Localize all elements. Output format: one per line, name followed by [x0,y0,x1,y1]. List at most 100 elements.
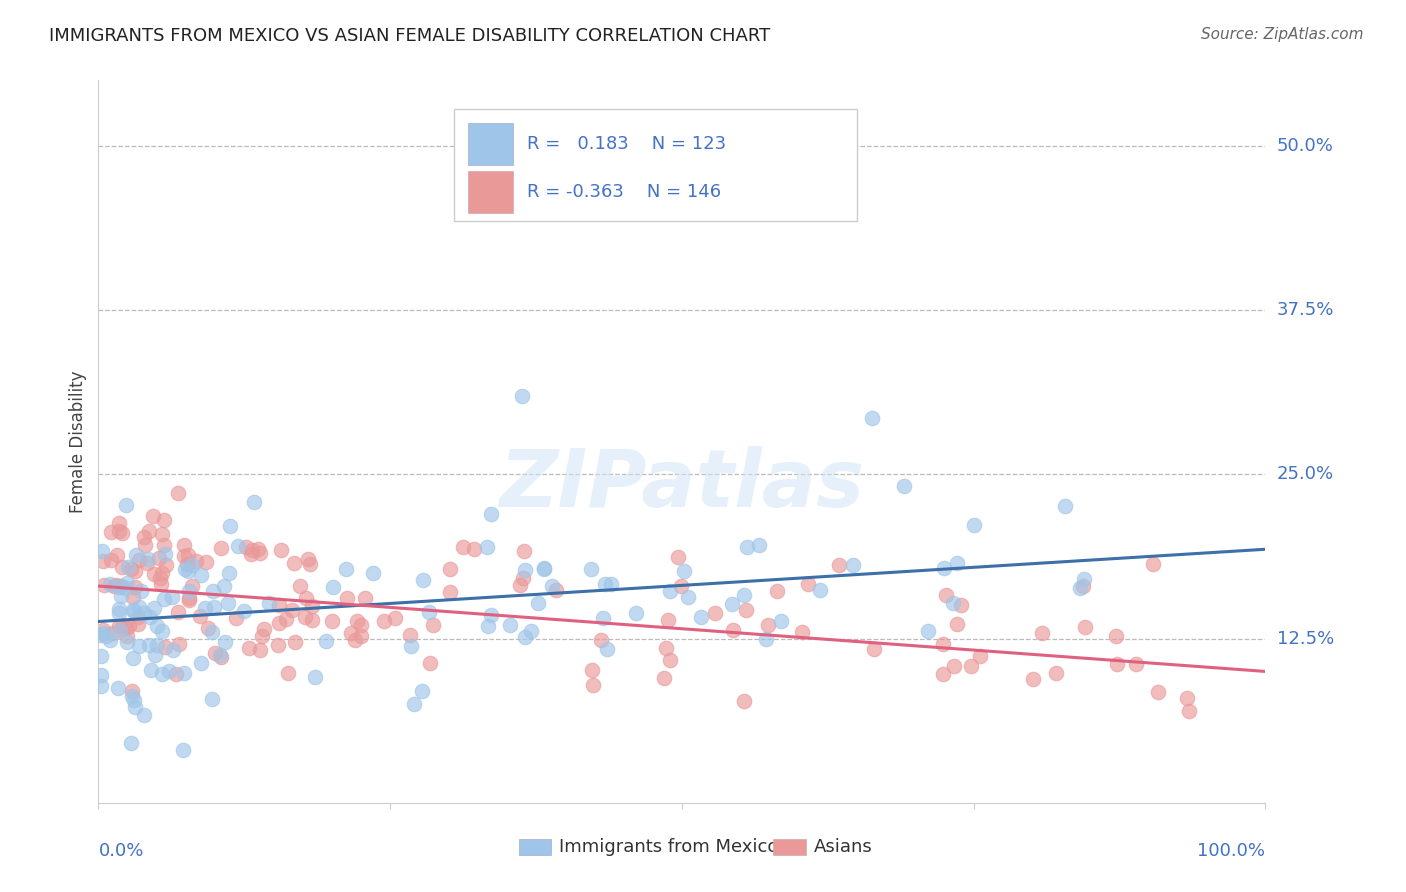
Y-axis label: Female Disability: Female Disability [69,370,87,513]
Point [294,591,316,605]
Point [90,667,112,681]
Point [101,626,124,640]
Point [439,562,461,576]
Point [1022,672,1045,686]
Point [243,495,266,509]
Point [94,629,117,643]
Point [893,479,915,493]
Point [165,667,187,681]
Text: 12.5%: 12.5% [1277,630,1334,648]
Point [510,388,533,402]
Point [150,577,173,591]
Point [115,576,138,591]
Point [281,603,304,617]
Point [479,607,502,622]
Point [122,604,145,618]
Point [655,641,678,656]
Point [721,624,744,638]
Point [139,663,162,677]
Point [232,604,254,618]
Point [593,577,616,591]
Point [197,621,219,635]
Point [228,539,250,553]
Point [828,558,851,572]
Point [150,667,173,681]
Point [124,564,146,578]
Point [422,617,444,632]
Point [91,544,114,558]
Point [195,555,218,569]
Point [152,592,174,607]
Point [125,548,148,562]
Point [105,578,128,592]
Point [301,613,323,627]
Point [91,554,114,568]
Point [120,562,142,576]
Point [146,619,169,633]
Point [139,610,162,624]
Point [127,610,149,624]
Point [177,592,200,607]
Point [105,548,128,562]
Point [212,579,235,593]
Point [134,606,156,620]
Point [162,643,184,657]
Point [336,591,359,605]
Point [1105,629,1128,643]
Point [756,618,779,632]
Point [110,589,132,603]
Point [298,558,321,572]
Point [142,509,165,524]
Point [513,630,536,644]
Point [1147,684,1170,698]
Point [138,524,160,538]
Point [1142,558,1164,572]
Point [190,568,212,582]
Point [283,557,305,571]
Point [201,691,224,706]
Text: 25.0%: 25.0% [1277,466,1334,483]
Point [283,635,305,649]
Point [167,605,190,619]
Point [249,546,271,560]
Point [797,577,820,591]
Point [792,624,814,639]
Point [1105,657,1128,671]
Text: ZIPatlas: ZIPatlas [499,446,865,524]
Point [863,642,886,657]
Bar [773,838,806,855]
Point [134,537,156,551]
Point [399,639,422,653]
Point [157,664,180,678]
Point [180,558,202,573]
Point [253,622,276,636]
Point [1053,499,1076,513]
Point [666,550,689,565]
Point [659,653,682,667]
Point [173,538,195,552]
Point [274,612,297,626]
Point [288,579,311,593]
Point [107,580,129,594]
Point [108,524,131,538]
Point [350,618,373,632]
FancyBboxPatch shape [454,109,856,221]
Point [177,591,200,605]
Point [599,577,621,591]
Point [177,584,200,599]
Point [103,579,125,593]
Point [176,557,198,571]
Point [201,625,224,640]
Point [90,649,112,664]
Point [150,566,173,580]
Point [589,632,612,647]
Point [132,707,155,722]
Point [582,678,605,692]
Point [1125,657,1147,672]
Point [269,598,291,612]
Point [190,609,212,624]
Point [209,649,232,664]
Point [917,624,939,638]
Point [596,642,619,657]
Text: 50.0%: 50.0% [1277,137,1333,155]
